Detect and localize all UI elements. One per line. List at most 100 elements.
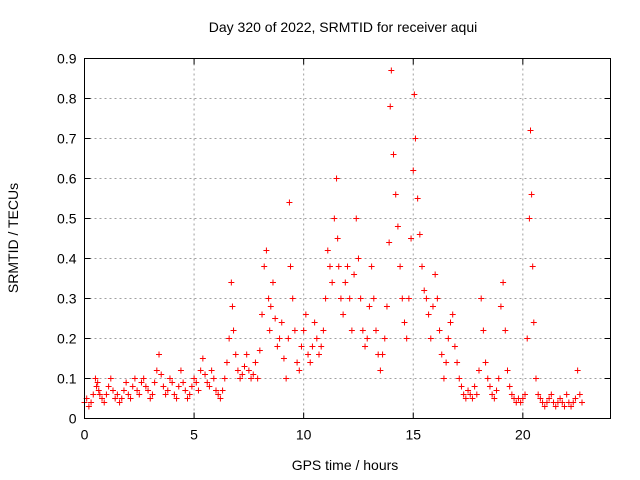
data-point [90,391,97,398]
data-point [195,387,202,394]
data-point [186,391,193,398]
data-point [300,327,307,334]
data-point [346,295,353,302]
data-point [489,391,496,398]
data-point [355,255,362,262]
data-point [138,379,145,386]
data-point [221,375,228,382]
y-tick-label: 0.2 [57,331,77,347]
data-point [85,403,92,410]
data-point [158,371,165,378]
data-point [184,395,191,402]
data-point [105,383,112,390]
data-point [377,367,384,374]
data-point [274,343,281,350]
data-point [230,327,237,334]
data-point [383,303,390,310]
data-point [118,395,125,402]
data-point [254,375,261,382]
data-point [219,387,226,394]
data-point [344,263,351,270]
data-point [173,395,180,402]
data-point [248,375,255,382]
data-point [116,399,123,406]
data-point [334,235,341,242]
data-point [311,319,318,326]
data-point [153,367,160,374]
data-point [213,387,219,394]
data-point [491,395,498,402]
data-point [112,395,119,402]
data-point [337,295,344,302]
data-point [574,367,581,374]
data-point [234,367,241,374]
data-point [147,395,154,402]
data-point [245,367,252,374]
data-point [397,263,404,270]
data-point [532,375,539,382]
data-point [237,375,244,382]
data-point [335,263,342,270]
data-point [372,327,379,334]
data-point [145,387,152,394]
data-point [368,263,375,270]
data-point [473,391,480,398]
data-point [386,239,393,246]
data-point [101,399,108,406]
data-point [199,355,206,362]
data-point [324,247,331,254]
data-point [559,399,566,406]
chart-title: Day 320 of 2022, SRMTID for receiver aqu… [209,19,477,35]
data-point [497,303,504,310]
data-point [188,383,195,390]
data-point [164,387,171,394]
data-point [340,311,347,318]
data-point [305,351,312,358]
data-point [285,335,292,342]
data-point [561,403,568,410]
data-point [286,199,293,206]
data-point [484,375,491,382]
data-point [241,363,248,370]
data-point [359,327,366,334]
data-point [401,319,408,326]
data-points [81,67,586,410]
data-point [537,395,544,402]
data-point [421,287,428,294]
data-point [269,279,276,286]
data-point [93,383,100,390]
data-point [333,175,340,182]
data-point [419,263,426,270]
data-point [530,319,537,326]
data-point [206,383,213,390]
data-point [570,399,577,406]
y-tick-label: 0.7 [57,131,77,147]
data-point [412,135,419,142]
data-point [440,375,447,382]
data-point [370,295,377,302]
x-tick-label: 15 [405,427,421,443]
x-tick-label: 10 [296,427,312,443]
data-point [351,271,358,278]
data-point [449,311,456,318]
data-point [287,263,294,270]
data-point [357,295,364,302]
grid [84,58,611,419]
data-point [381,335,388,342]
data-point [410,167,417,174]
data-point [522,391,529,398]
y-tick-label: 0.4 [57,251,77,267]
data-point [92,375,99,382]
data-point [502,327,509,334]
data-point [434,295,441,302]
data-point [563,391,570,398]
data-point [425,311,432,318]
y-tick-label: 0.9 [57,51,77,67]
data-point [302,311,309,318]
data-point [131,375,138,382]
data-point [451,343,458,350]
data-point [504,367,511,374]
data-point [250,371,257,378]
data-point [166,375,173,382]
